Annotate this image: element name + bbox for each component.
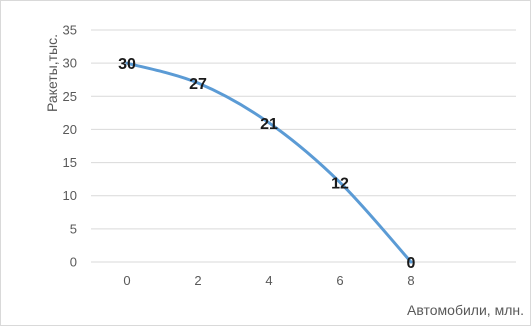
x-tick-label-0: 0 [123, 273, 130, 288]
y-tick-label-6: 30 [63, 56, 77, 71]
data-labels: 30 27 21 12 0 [118, 56, 415, 272]
y-tick-label-0: 0 [70, 255, 77, 270]
gridlines [91, 29, 516, 263]
x-tick-label-2: 4 [265, 273, 272, 288]
x-tick-label-4: 8 [407, 273, 414, 288]
series-line-group [125, 61, 413, 264]
y-tick-label-3: 15 [63, 155, 77, 170]
y-tick-label-5: 25 [63, 89, 77, 104]
y-tick-label-7: 35 [63, 23, 77, 38]
data-label-0: 30 [118, 56, 136, 73]
x-tick-label-3: 6 [336, 273, 343, 288]
data-label-4: 0 [407, 255, 416, 272]
series-line-0 [125, 61, 413, 264]
data-label-2: 21 [260, 116, 278, 133]
x-tick-label-1: 2 [194, 273, 201, 288]
data-label-3: 12 [331, 175, 349, 192]
x-axis-title: Автомобили, млн. [407, 302, 524, 318]
y-tick-label-2: 10 [63, 188, 77, 203]
y-tick-label-4: 20 [63, 122, 77, 137]
y-axis-tick-labels: 0 5 10 15 20 25 30 35 [63, 23, 77, 270]
y-tick-label-1: 5 [70, 221, 77, 236]
x-axis-tick-labels: 0 2 4 6 8 [123, 273, 414, 288]
data-label-1: 27 [189, 76, 207, 93]
y-axis-title: Ракеты,тыс. [44, 34, 60, 112]
